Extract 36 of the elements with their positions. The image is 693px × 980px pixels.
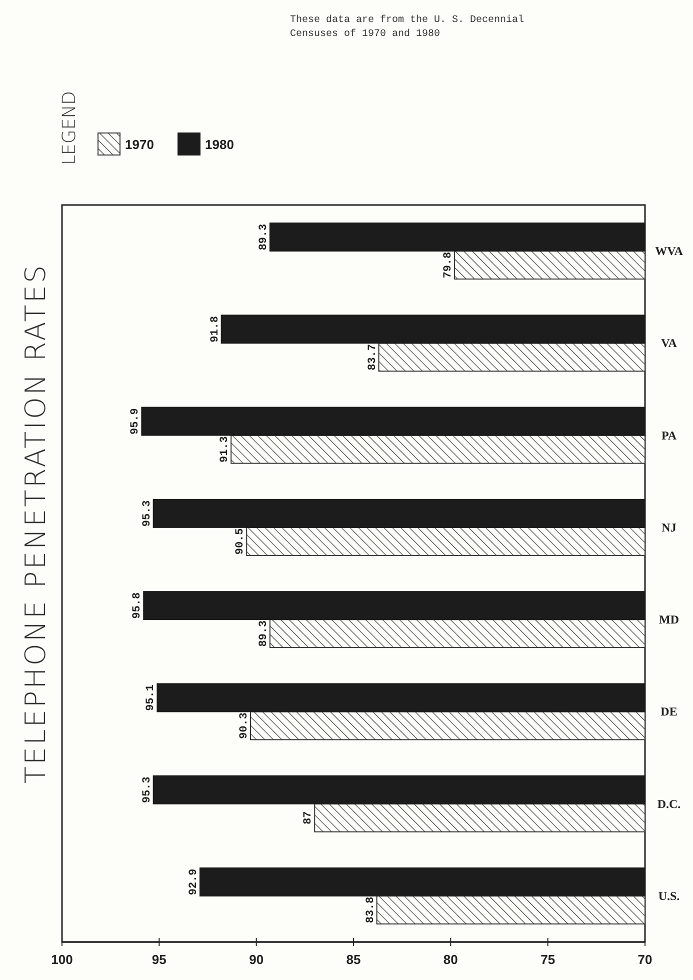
data-label: 90.5 [234,528,247,555]
data-label: 89.3 [258,620,270,647]
y-tick-label: D.C. [657,796,681,811]
x-tick-label: 70 [638,952,652,967]
data-label: 95.9 [130,408,142,435]
x-tick-label: 95 [152,952,166,967]
data-label: 83.7 [366,344,379,370]
data-label: 83.8 [364,896,377,924]
legend-title: LEGEND [59,90,80,165]
x-tick-label: 90 [249,952,264,967]
y-tick-label: WVA [655,244,684,258]
y-tick-label: PA [661,428,677,442]
legend-label: 1980 [205,137,234,152]
data-label: 90.3 [238,712,251,739]
y-tick-label: VA [661,336,678,350]
data-label: 95.3 [141,500,154,527]
y-tick-label: U.S. [658,888,680,903]
y-tick-label: DE [660,704,678,719]
legend-label: 1970 [125,137,154,152]
text: TELEPHONE PENETRATION RATES [19,263,52,784]
data-label: 91.8 [209,316,222,342]
data-label: 91.3 [219,436,232,463]
text: These data are from the U. S. Decennial Censuses of 1970 and 1980 [290,14,524,40]
data-label: 95.1 [145,684,158,711]
x-tick-label: 75 [540,952,556,967]
x-tick-label: 85 [346,952,361,967]
y-tick-label: NJ [662,520,676,534]
x-tick-label: 80 [443,952,458,967]
data-label: 79.8 [442,251,455,278]
data-label: 89.3 [258,223,270,250]
x-tick-label: 100 [51,952,73,967]
data-label: 95.3 [141,776,154,804]
data-label: 87 [302,811,315,824]
data-label: 92.9 [188,868,200,896]
y-tick-label: MD [659,612,680,627]
data-label: 95.8 [132,592,144,619]
